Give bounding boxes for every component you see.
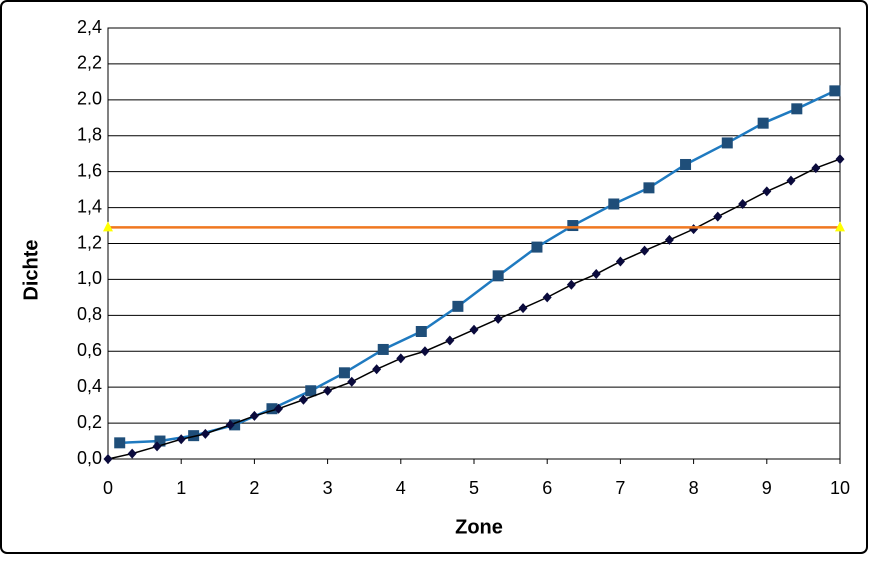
marker <box>347 376 357 387</box>
marker <box>786 175 796 186</box>
y-tick-label: 0,2 <box>77 412 102 432</box>
marker <box>738 198 748 209</box>
marker <box>721 137 733 149</box>
y-tick-label: 0,6 <box>77 340 102 360</box>
marker <box>615 256 625 267</box>
x-tick-label: 4 <box>396 478 406 498</box>
marker <box>567 220 579 232</box>
marker <box>127 448 137 459</box>
marker <box>420 346 430 357</box>
marker <box>103 454 113 464</box>
marker <box>338 367 350 379</box>
marker <box>372 364 382 375</box>
marker <box>152 441 162 452</box>
marker <box>608 198 620 210</box>
y-tick-label: 1,4 <box>77 196 102 216</box>
marker <box>200 428 210 439</box>
x-axis-title: Zone <box>455 516 503 538</box>
marker <box>643 182 655 194</box>
marker <box>835 154 845 165</box>
x-tick-label: 9 <box>762 478 772 498</box>
y-tick-label: 1,6 <box>77 160 102 180</box>
x-tick-label: 1 <box>176 478 186 498</box>
y-tick-label: 0,0 <box>77 448 102 468</box>
marker <box>542 292 552 303</box>
marker <box>452 300 464 312</box>
marker <box>323 385 333 396</box>
marker <box>396 353 406 364</box>
y-axis-title: Dichte <box>20 239 42 300</box>
marker <box>829 85 841 97</box>
marker <box>154 435 166 447</box>
x-tick-label: 0 <box>103 478 113 498</box>
marker <box>493 313 503 324</box>
marker <box>762 186 772 197</box>
series-line <box>119 89 836 445</box>
y-tick-label: 1,2 <box>77 232 102 252</box>
marker <box>114 437 126 449</box>
marker <box>591 269 601 280</box>
y-tick-label: 0,4 <box>77 376 102 396</box>
y-tick-label: 0,8 <box>77 304 102 324</box>
y-tick-label: 1,8 <box>77 125 102 145</box>
y-tick-label: 1,0 <box>77 268 102 288</box>
marker <box>811 163 821 174</box>
marker <box>188 430 200 442</box>
marker <box>469 324 479 335</box>
marker <box>176 434 186 445</box>
marker <box>757 117 769 129</box>
y-tick-label: 2,4 <box>77 17 102 37</box>
marker <box>664 234 674 245</box>
marker <box>249 410 259 421</box>
marker <box>713 211 723 222</box>
marker <box>298 394 308 405</box>
x-tick-label: 5 <box>469 478 479 498</box>
x-tick-label: 3 <box>323 478 333 498</box>
marker <box>680 158 692 170</box>
marker <box>266 403 278 415</box>
y-tick-label: 2.0 <box>77 89 102 109</box>
marker <box>103 221 113 232</box>
x-tick-label: 6 <box>542 478 552 498</box>
marker <box>566 279 576 290</box>
marker <box>274 403 284 414</box>
y-tick-label: 2,2 <box>77 53 102 73</box>
marker <box>445 335 455 346</box>
marker <box>377 343 389 355</box>
x-tick-label: 10 <box>830 478 850 498</box>
marker <box>835 221 845 232</box>
marker <box>640 245 650 256</box>
marker <box>492 270 504 282</box>
marker <box>415 325 427 337</box>
marker <box>791 103 803 115</box>
x-tick-label: 7 <box>615 478 625 498</box>
x-tick-label: 2 <box>249 478 259 498</box>
marker <box>518 303 528 314</box>
marker <box>305 385 317 397</box>
marker <box>225 419 235 430</box>
marker <box>531 241 543 253</box>
x-tick-label: 8 <box>689 478 699 498</box>
